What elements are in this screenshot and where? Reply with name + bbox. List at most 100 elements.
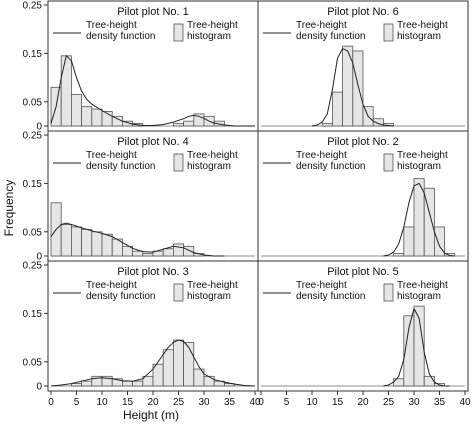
legend-hist-label: Tree-height bbox=[397, 280, 448, 291]
x-tick-label: 25 bbox=[173, 397, 185, 408]
legend-hist-swatch bbox=[173, 283, 184, 302]
histogram-bar bbox=[321, 123, 333, 127]
y-tick-label: 0 bbox=[36, 252, 42, 263]
y-tick-label: 0.25 bbox=[23, 261, 43, 272]
x-tick-label: 15 bbox=[122, 397, 134, 408]
histogram-bar bbox=[81, 228, 93, 257]
histogram-bar bbox=[403, 226, 415, 257]
density-curve bbox=[50, 54, 255, 127]
histogram-bar bbox=[372, 118, 384, 127]
legend-hist-label: histogram bbox=[397, 291, 441, 302]
histogram-bar bbox=[413, 305, 425, 387]
y-axis-label: Frequency bbox=[2, 180, 16, 237]
histogram-bar bbox=[203, 375, 215, 387]
legend-hist-swatch bbox=[173, 23, 184, 42]
x-tick-label: 0 bbox=[48, 397, 54, 408]
histogram-bar bbox=[183, 342, 195, 387]
legend-curve-label: Tree-height bbox=[86, 280, 137, 291]
histogram-bar bbox=[183, 120, 195, 127]
y-tick-label: 0.05 bbox=[23, 97, 43, 108]
legend-hist-label: Tree-height bbox=[187, 150, 238, 161]
y-tick-label: 0.25 bbox=[23, 1, 43, 12]
panel-title: Pilot plot No. 1 bbox=[117, 6, 189, 18]
x-tick-label: 35 bbox=[434, 397, 446, 408]
histogram-bar bbox=[81, 380, 93, 387]
panel-title: Pilot plot No. 2 bbox=[327, 136, 399, 148]
legend-hist-label: Tree-height bbox=[187, 20, 238, 31]
legend-curve-label: Tree-height bbox=[86, 20, 137, 31]
histogram-bar bbox=[122, 380, 134, 387]
panel-title: Pilot plot No. 6 bbox=[327, 6, 399, 18]
legend-curve-label: density function bbox=[86, 161, 156, 172]
y-tick-label: 0.15 bbox=[23, 49, 43, 60]
density-curve bbox=[50, 339, 256, 387]
histogram-bar bbox=[132, 380, 144, 387]
x-tick-label: 5 bbox=[74, 397, 80, 408]
histogram-bar bbox=[81, 106, 93, 127]
y-tick-label: 0.05 bbox=[23, 357, 43, 368]
histogram-bar bbox=[172, 339, 184, 387]
legend-hist-label: Tree-height bbox=[397, 150, 448, 161]
legend-hist-swatch bbox=[383, 23, 394, 42]
histogram-bar bbox=[71, 94, 83, 127]
legend-curve-label: density function bbox=[296, 161, 366, 172]
y-tick-label: 0.25 bbox=[23, 131, 43, 142]
histogram-bar bbox=[71, 383, 83, 387]
legend-hist-label: histogram bbox=[187, 291, 231, 302]
panel-title: Pilot plot No. 3 bbox=[117, 266, 189, 278]
x-tick-label: 40 bbox=[459, 397, 471, 408]
histogram-bar bbox=[393, 253, 405, 257]
x-tick-label: 20 bbox=[147, 397, 159, 408]
legend-curve-label: Tree-height bbox=[296, 150, 347, 161]
histogram-bar bbox=[111, 115, 123, 127]
x-axis-label: Height (m) bbox=[123, 408, 179, 422]
legend-hist-label: Tree-height bbox=[187, 280, 238, 291]
legend-hist-swatch bbox=[383, 283, 394, 302]
panel-title: Pilot plot No. 5 bbox=[327, 266, 399, 278]
x-tick-label: 15 bbox=[332, 397, 344, 408]
histogram-bar bbox=[91, 231, 103, 257]
histogram-bar bbox=[60, 55, 72, 127]
x-tick-label: 0 bbox=[258, 397, 264, 408]
x-tick-label: 20 bbox=[357, 397, 369, 408]
legend-curve-label: density function bbox=[296, 291, 366, 302]
histogram-bar bbox=[91, 108, 103, 127]
density-curve bbox=[311, 47, 394, 127]
legend-hist-label: histogram bbox=[187, 161, 231, 172]
x-tick-label: 30 bbox=[408, 397, 420, 408]
histogram-bar bbox=[183, 245, 195, 257]
y-tick-label: 0.15 bbox=[23, 309, 43, 320]
legend-hist-label: histogram bbox=[397, 31, 441, 42]
y-tick-label: 0 bbox=[36, 382, 42, 393]
histogram-bar bbox=[162, 248, 174, 257]
density-curve bbox=[383, 182, 455, 257]
legend-curve-label: Tree-height bbox=[296, 280, 347, 291]
histogram-bar bbox=[342, 45, 354, 127]
histogram-bar bbox=[101, 233, 113, 257]
density-curve bbox=[383, 307, 450, 387]
histogram-bar bbox=[433, 226, 445, 257]
histogram-bar bbox=[162, 349, 174, 387]
y-tick-label: 0.15 bbox=[23, 179, 43, 190]
histogram-bar bbox=[423, 187, 435, 257]
legend-curve-label: Tree-height bbox=[296, 20, 347, 31]
x-tick-label: 10 bbox=[306, 397, 318, 408]
legend-curve-label: density function bbox=[86, 291, 156, 302]
histogram-bar bbox=[352, 50, 364, 127]
x-tick-label: 30 bbox=[198, 397, 210, 408]
legend-curve-label: density function bbox=[86, 31, 156, 42]
x-tick-label: 10 bbox=[96, 397, 108, 408]
legend-hist-label: histogram bbox=[187, 31, 231, 42]
histogram-bar bbox=[132, 250, 144, 257]
x-tick-label: 25 bbox=[383, 397, 395, 408]
density-curve bbox=[50, 222, 225, 257]
x-tick-label: 35 bbox=[224, 397, 236, 408]
